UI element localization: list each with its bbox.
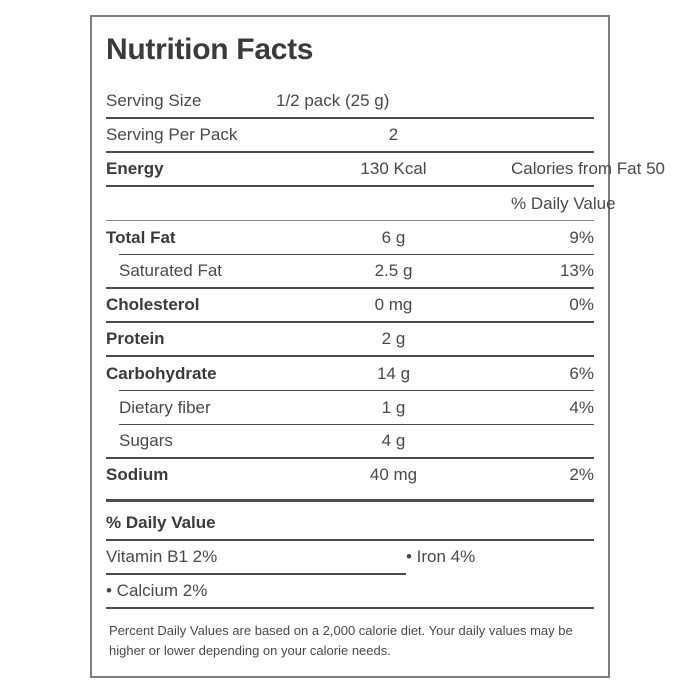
iron-value: • Iron 4% bbox=[406, 547, 476, 566]
footnote: Percent Daily Values are based on a 2,00… bbox=[109, 623, 573, 658]
divider bbox=[106, 321, 594, 323]
row-label: Sugars bbox=[119, 431, 173, 450]
divider bbox=[106, 573, 406, 575]
row-label: Carbohydrate bbox=[106, 363, 217, 383]
daily-value-section-header: % Daily Value bbox=[106, 513, 216, 532]
row-amount: 2.5 g bbox=[374, 261, 413, 280]
row-amount: 1 g bbox=[381, 397, 406, 417]
row-percent: 4% bbox=[569, 397, 594, 417]
divider bbox=[106, 287, 594, 289]
row-percent: 9% bbox=[569, 227, 594, 247]
row-amount: 6 g bbox=[381, 227, 406, 247]
section-divider bbox=[106, 499, 594, 502]
row-amount: 130 Kcal bbox=[360, 159, 427, 178]
row-label: Dietary fiber bbox=[119, 397, 211, 417]
divider bbox=[119, 254, 594, 255]
row-label: Protein bbox=[106, 329, 165, 348]
divider bbox=[119, 424, 594, 425]
row-label: Sodium bbox=[106, 465, 169, 484]
divider bbox=[106, 457, 594, 459]
divider bbox=[106, 539, 594, 541]
row-percent: 2% bbox=[569, 465, 594, 484]
divider bbox=[106, 355, 594, 357]
divider bbox=[106, 607, 594, 609]
divider bbox=[106, 185, 594, 187]
row-amount: 1/2 pack (25 g) bbox=[276, 91, 390, 110]
row-total-fat: Total Fat 6 g 9% bbox=[106, 221, 594, 254]
row-dietary-fiber: Dietary fiber 1 g 4% bbox=[106, 391, 594, 424]
divider bbox=[119, 390, 594, 391]
row-amount: 40 mg bbox=[369, 465, 418, 484]
row-serving-per-pack: Serving Per Pack 2 bbox=[106, 119, 594, 151]
row-label: Cholesterol bbox=[106, 295, 200, 314]
row-percent: 6% bbox=[569, 363, 594, 383]
row-amount: 2 bbox=[388, 125, 399, 144]
row-saturated-fat: Saturated Fat 2.5 g 13% bbox=[106, 255, 594, 287]
page-title: Nutrition Facts bbox=[106, 33, 314, 66]
row-vitamins: Vitamin B1 2% • Iron 4% bbox=[106, 541, 594, 573]
row-serving-size: Serving Size 1/2 pack (25 g) bbox=[106, 85, 594, 117]
row-label: Energy bbox=[106, 159, 164, 178]
row-label: Serving Size bbox=[106, 91, 202, 110]
row-amount: 0 mg bbox=[374, 295, 413, 314]
row-amount: 4 g bbox=[381, 431, 406, 450]
row-cholesterol: Cholesterol 0 mg 0% bbox=[106, 289, 594, 321]
daily-value-caption: % Daily Value bbox=[511, 193, 616, 213]
row-label: Total Fat bbox=[106, 227, 176, 247]
row-label: Serving Per Pack bbox=[106, 125, 238, 144]
row-amount: 2 g bbox=[381, 329, 406, 348]
row-calories-from-fat: Calories from Fat 50 bbox=[511, 159, 665, 178]
vitamin-b1-value: Vitamin B1 2% bbox=[106, 547, 218, 566]
row-protein: Protein 2 g bbox=[106, 323, 594, 355]
row-percent: 0% bbox=[569, 295, 594, 314]
divider bbox=[106, 117, 594, 119]
row-calcium: • Calcium 2% bbox=[106, 575, 594, 607]
row-energy: Energy 130 Kcal Calories from Fat 50 bbox=[106, 153, 665, 185]
row-percent: 13% bbox=[559, 261, 594, 280]
row-carbohydrate: Carbohydrate 14 g 6% bbox=[106, 357, 594, 390]
divider bbox=[106, 220, 594, 221]
divider bbox=[106, 151, 594, 153]
nutrition-facts-label: Nutrition Facts Serving Size 1/2 pack (2… bbox=[90, 15, 665, 678]
row-sugars: Sugars 4 g bbox=[106, 425, 594, 457]
calcium-value: • Calcium 2% bbox=[106, 581, 208, 600]
row-daily-value-caption: % Daily Value bbox=[106, 187, 616, 220]
row-label: Saturated Fat bbox=[119, 261, 223, 280]
row-sodium: Sodium 40 mg 2% bbox=[106, 459, 594, 491]
row-amount: 14 g bbox=[376, 363, 411, 383]
